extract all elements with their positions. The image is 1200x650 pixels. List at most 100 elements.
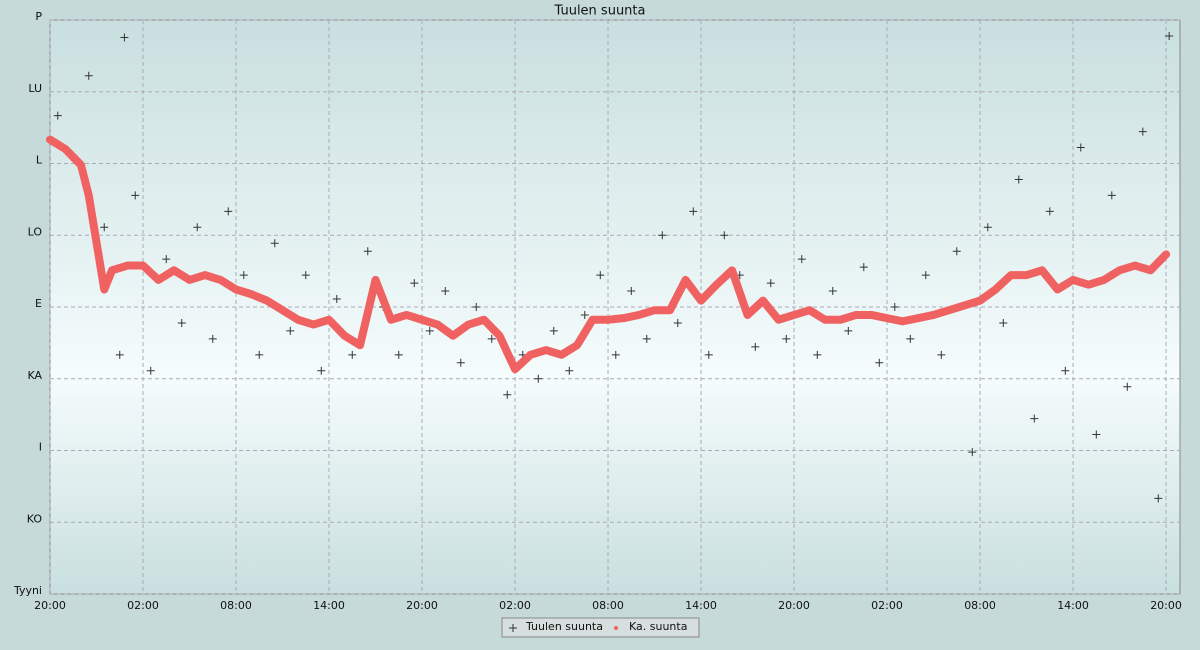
wind-point [983,223,992,232]
wind-point [239,271,248,280]
x-tick-label: 08:00 [964,599,996,612]
x-tick-label: 20:00 [34,599,66,612]
wind-point [673,318,682,327]
wind-point [797,255,806,264]
wind-point [441,287,450,296]
y-tick-label: KO [27,512,43,525]
wind-point [425,326,434,335]
wind-point [1045,207,1054,216]
wind-point [131,191,140,200]
wind-point [720,231,729,240]
y-tick-label: L [36,154,43,167]
wind-point [782,334,791,343]
wind-point [751,342,760,351]
wind-point [534,374,543,383]
wind-point [1123,382,1132,391]
wind-point [100,223,109,232]
x-tick-label: 02:00 [871,599,903,612]
wind-point [596,271,605,280]
wind-point [689,207,698,216]
legend-label: Ka. suunta [629,620,687,633]
y-tick-label: P [35,10,42,23]
wind-point [766,279,775,288]
wind-point [1030,414,1039,423]
y-tick-label: Tyyni [13,584,42,597]
wind-point [255,350,264,359]
wind-point [999,318,1008,327]
wind-point [937,350,946,359]
legend [501,617,700,638]
wind-point [208,334,217,343]
wind-point [1061,366,1070,375]
y-tick-label: I [39,441,42,454]
wind-point [565,366,574,375]
wind-point [627,287,636,296]
wind-point [115,350,124,359]
x-tick-label: 20:00 [406,599,438,612]
legend-label: Tuulen suunta [525,620,603,633]
legend-marker [614,626,618,630]
x-tick-label: 14:00 [313,599,345,612]
chart-title: Tuulen suunta [554,4,646,19]
wind-point [193,223,202,232]
wind-point [146,366,155,375]
wind-point [921,271,930,280]
wind-point [1092,430,1101,439]
wind-point [224,207,233,216]
x-tick-label: 08:00 [220,599,252,612]
wind-point [611,350,620,359]
wind-point [828,287,837,296]
wind-point [120,33,129,42]
wind-point [332,295,341,304]
wind-point [270,239,279,248]
wind-point [968,448,977,457]
wind-point [348,350,357,359]
wind-point [472,303,481,311]
wind-point [1138,127,1147,136]
wind-point [1014,175,1023,184]
wind-point [363,247,372,256]
wind-point [875,358,884,367]
wind-point [890,303,899,311]
x-tick-label: 20:00 [1150,599,1182,612]
wind-point [549,326,558,335]
y-tick-label: KA [27,369,42,382]
wind-point [456,358,465,367]
wind-point [301,271,310,280]
wind-point [813,350,822,359]
wind-point [704,350,713,359]
wind-point [286,326,295,335]
average-line [46,135,1171,374]
wind-point [162,255,171,264]
y-tick-label: LU [28,82,42,95]
wind-point [1165,31,1174,40]
wind-point [1076,143,1085,152]
x-tick-label: 20:00 [778,599,810,612]
wind-point [317,366,326,375]
wind-point [859,263,868,272]
wind-point [844,326,853,335]
x-tick-label: 02:00 [127,599,159,612]
wind-point [642,334,651,343]
x-tick-label: 14:00 [685,599,717,612]
wind-point [410,279,419,288]
x-tick-label: 08:00 [592,599,624,612]
wind-point [952,247,961,256]
wind-point [177,318,186,327]
x-tick-label: 02:00 [499,599,531,612]
wind-point [394,350,403,359]
y-tick-label: LO [28,225,43,238]
x-tick-label: 14:00 [1057,599,1089,612]
wind-point [1154,494,1163,503]
wind-point [1107,191,1116,200]
legend-marker [509,624,517,632]
wind-point [906,334,915,343]
wind-point [503,390,512,399]
y-tick-label: E [35,297,42,310]
wind-point [580,310,589,319]
wind-point [487,334,496,343]
wind-point [84,71,93,80]
wind-point [53,111,62,120]
wind-point [658,231,667,240]
